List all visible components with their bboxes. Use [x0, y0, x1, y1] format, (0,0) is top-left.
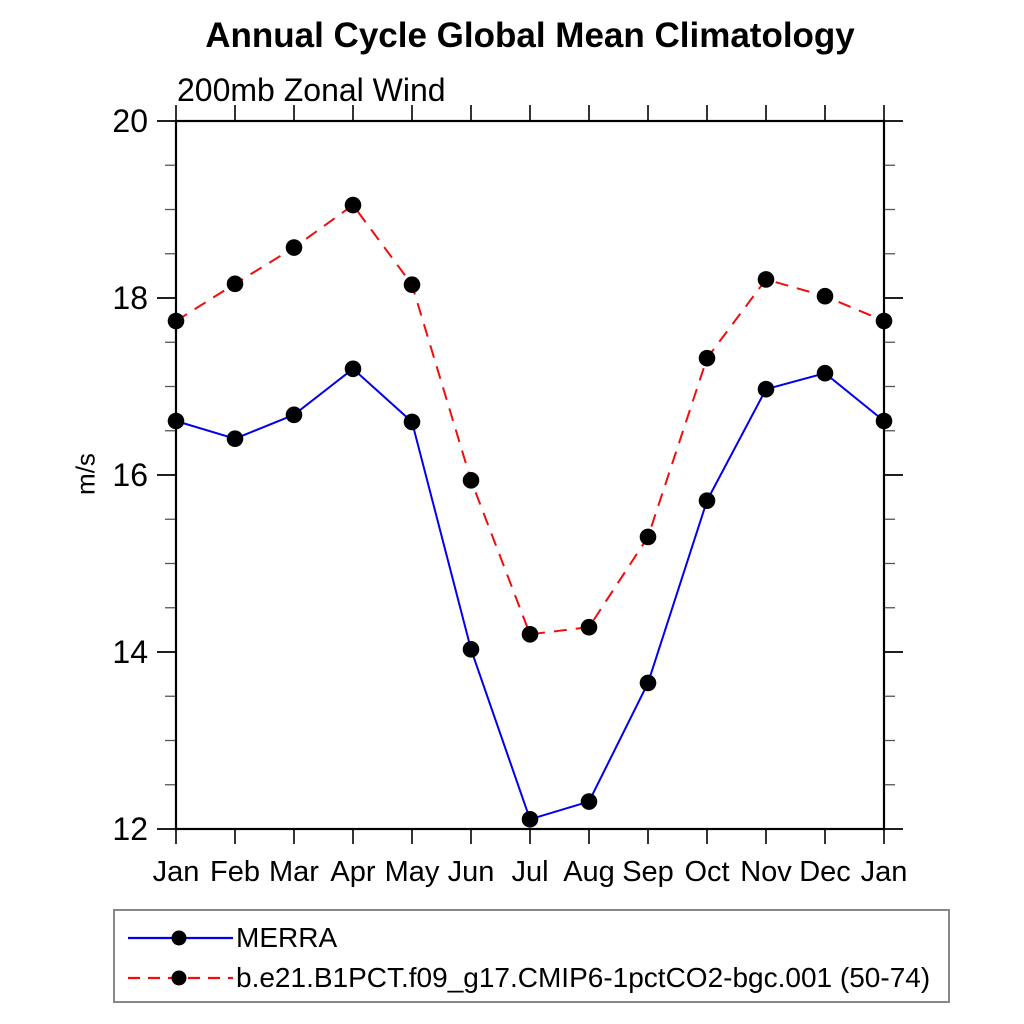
legend-label-merra: MERRA: [236, 922, 338, 953]
data-point-marker: [521, 810, 539, 828]
data-point-marker: [816, 364, 834, 382]
data-point-marker: [403, 276, 421, 294]
data-point-marker: [285, 406, 303, 424]
data-point-marker: [757, 271, 775, 288]
x-tick-label: Apr: [330, 856, 375, 888]
x-tick-label: Sep: [622, 856, 674, 888]
data-point-marker: [580, 793, 598, 810]
data-point-marker: [521, 626, 539, 643]
data-point-marker: [698, 349, 716, 367]
data-point-marker: [344, 360, 362, 378]
data-point-marker: [816, 287, 834, 305]
data-point-marker: [757, 380, 775, 398]
legend-item-model: b.e21.B1PCT.f09_g17.CMIP6-1pctCO2-bgc.00…: [115, 962, 948, 994]
data-point-marker: [875, 312, 893, 330]
data-point-marker: [639, 528, 657, 546]
x-tick-label: Nov: [740, 856, 792, 888]
legend-line-dashed: [128, 970, 233, 986]
x-tick-label: Aug: [563, 856, 615, 888]
x-tick-label: Jan: [153, 856, 200, 888]
data-point-marker: [167, 412, 185, 430]
series-line-0: [175, 367, 885, 821]
data-point-marker: [875, 412, 893, 430]
y-tick-label: 12: [112, 811, 148, 847]
data-point-marker: [462, 472, 480, 489]
plot-frame: [174, 119, 886, 831]
data-point-marker: [403, 413, 421, 431]
x-tick-label: Oct: [684, 856, 729, 888]
y-tick-label: 16: [112, 457, 148, 493]
x-tick-label: Jun: [448, 856, 495, 888]
data-point-marker: [698, 492, 716, 509]
x-tick-label: Feb: [210, 856, 260, 888]
x-tick-label: Jan: [861, 856, 908, 888]
legend-label-model: b.e21.B1PCT.f09_g17.CMIP6-1pctCO2-bgc.00…: [236, 962, 931, 993]
legend-marker-dot: [171, 970, 187, 986]
x-tick-label: Jul: [511, 856, 548, 888]
y-tick-label: 14: [112, 634, 148, 670]
data-point-marker: [344, 196, 362, 214]
data-point-marker: [639, 674, 657, 692]
legend-item-merra: MERRA: [115, 922, 948, 954]
legend: MERRA b.e21.B1PCT.f09_g17.CMIP6-1pctCO2-…: [113, 909, 950, 1003]
x-tick-label: May: [385, 856, 440, 888]
chart-title: Annual Cycle Global Mean Climatology: [205, 16, 855, 55]
data-point-marker: [167, 312, 185, 330]
y-tick-label: 20: [112, 103, 148, 139]
data-point-marker: [226, 430, 244, 448]
y-tick-label: 18: [112, 280, 148, 316]
data-point-marker: [285, 239, 303, 256]
legend-marker-dot: [171, 930, 187, 946]
x-tick-label: Mar: [269, 856, 319, 888]
x-tick-label: Dec: [799, 856, 851, 888]
data-point-marker: [580, 618, 598, 636]
data-point-marker: [462, 641, 480, 658]
legend-line-solid: [128, 930, 233, 946]
chart-subtitle: 200mb Zonal Wind: [177, 72, 446, 108]
data-point-marker: [226, 275, 244, 293]
